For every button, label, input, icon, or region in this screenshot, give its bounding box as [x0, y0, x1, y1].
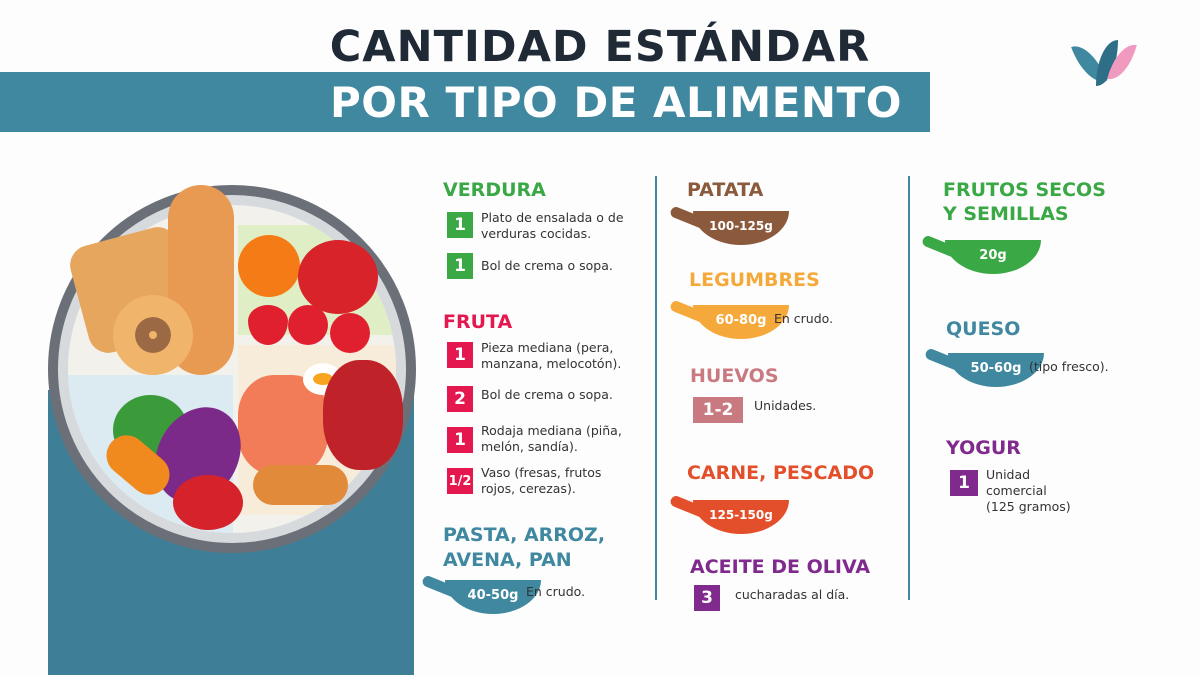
- chicken-icon: [253, 465, 348, 505]
- item-text: Bol de crema o sopa.: [481, 258, 613, 273]
- amount-label: 20g: [945, 240, 1041, 274]
- bowl-icon: 60-80g: [668, 299, 789, 349]
- item-text: Plato de ensalada o de verduras cocidas.: [481, 210, 624, 241]
- quantity-badge: 1: [447, 427, 473, 453]
- strawberry-icon: [248, 305, 288, 345]
- quantity-badge: 2: [447, 386, 473, 412]
- section-title-verdura: VERDURA: [443, 179, 546, 201]
- food-plate-illustration: [48, 185, 416, 553]
- quantity-badge: 1: [447, 342, 473, 368]
- title-line-1: CANTIDAD ESTÁNDAR: [329, 22, 871, 72]
- note-text: En crudo.: [526, 584, 586, 599]
- section-title-fruta: FRUTA: [443, 311, 513, 333]
- section-title-patata: PATATA: [687, 179, 764, 201]
- item-text: Bol de crema o sopa.: [481, 387, 613, 402]
- note-text: Unidad comercial (125 gramos): [986, 467, 1071, 514]
- section-title-pasta: PASTA, ARROZ,: [443, 524, 606, 546]
- note-text: En crudo.: [774, 311, 834, 326]
- quantity-badge: 1: [447, 212, 473, 238]
- section-title-queso: QUESO: [946, 318, 1021, 340]
- item-text: Rodaja mediana (piña, melón, sandía).: [481, 423, 622, 454]
- apple-icon: [298, 240, 378, 314]
- quantity-badge: 1: [447, 253, 473, 279]
- title-line-2: POR TIPO DE ALIMENTO: [330, 78, 902, 127]
- section-title-pasta-2: AVENA, PAN: [443, 549, 572, 571]
- amount-label: 125-150g: [693, 500, 789, 534]
- column-divider: [908, 176, 910, 600]
- section-title-huevos: HUEVOS: [690, 365, 779, 387]
- section-title-frutos-secos: FRUTOS SECOS: [943, 179, 1106, 201]
- tomato-icon: [173, 475, 243, 530]
- item-text: Vaso (fresas, frutos rojos, cerezas).: [481, 465, 602, 496]
- note-text: cucharadas al día.: [735, 587, 850, 602]
- bowl-icon: 20g: [920, 234, 1041, 284]
- bowl-icon: 125-150g: [668, 494, 789, 544]
- strawberry-icon: [330, 313, 370, 353]
- section-title-carne: CARNE, PESCADO: [687, 462, 875, 484]
- quantity-badge: 3: [694, 585, 720, 611]
- bowl-icon: 50-60g: [923, 347, 1044, 397]
- strawberry-icon: [288, 305, 328, 345]
- bowl-icon: 40-50g: [420, 574, 541, 624]
- quantity-badge: 1-2: [693, 397, 743, 423]
- section-title-aceite: ACEITE DE OLIVA: [690, 556, 871, 578]
- note-text: Unidades.: [754, 398, 817, 413]
- amount-label: 100-125g: [693, 211, 789, 245]
- bagel-icon: [113, 295, 193, 375]
- section-title-frutos-secos-2: Y SEMILLAS: [943, 203, 1069, 225]
- column-divider: [655, 176, 657, 600]
- quantity-badge: 1: [950, 470, 978, 496]
- bowl-icon: 100-125g: [668, 205, 789, 255]
- orange-icon: [238, 235, 300, 297]
- note-text: (tipo fresco).: [1029, 359, 1109, 374]
- section-title-legumbres: LEGUMBRES: [689, 269, 820, 291]
- item-text: Pieza mediana (pera, manzana, melocotón)…: [481, 340, 622, 371]
- quantity-badge: 1/2: [447, 468, 473, 494]
- section-title-yogur: YOGUR: [946, 437, 1021, 459]
- title-band: [0, 72, 930, 132]
- steak-icon: [323, 360, 403, 470]
